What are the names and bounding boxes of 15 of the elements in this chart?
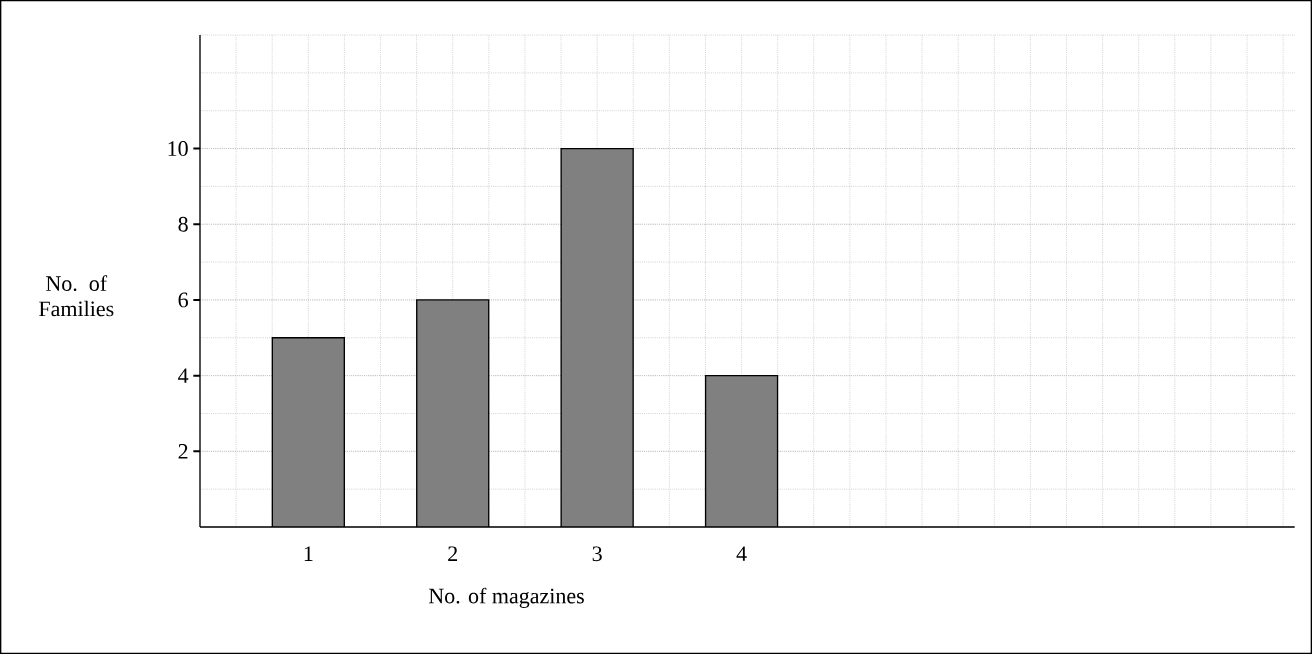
y-tick-label: 2 (178, 444, 188, 459)
x-axis-title: No. of magazines (428, 587, 584, 608)
x-tick-label: 4 (736, 546, 747, 561)
bar (416, 299, 489, 528)
y-tick-label: 6 (178, 292, 188, 308)
y-tick-label: 8 (178, 216, 188, 232)
bar (704, 374, 779, 528)
y-tick-label: 10 (168, 141, 188, 156)
y-tick-label: 4 (178, 368, 189, 383)
x-tick-label: 1 (304, 546, 313, 561)
bar (561, 148, 634, 528)
x-tick-label: 2 (448, 546, 458, 561)
y-axis-title: No. of Families (39, 275, 114, 317)
x-tick-label: 3 (592, 546, 602, 562)
bar (272, 337, 345, 528)
